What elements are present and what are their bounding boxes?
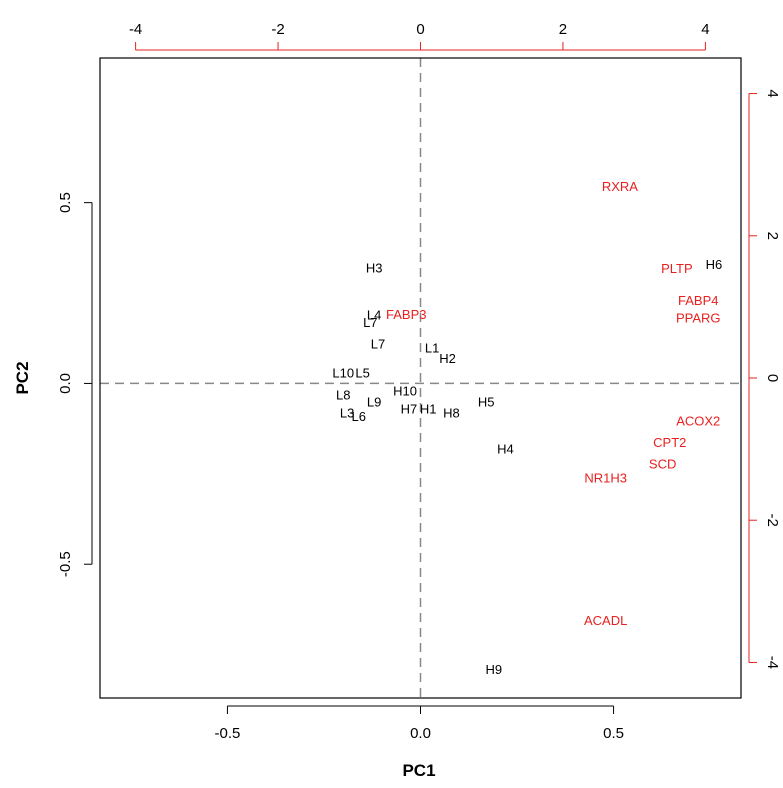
observation-label: L1 [425,340,439,355]
observation-label: L6 [351,409,365,424]
variable-label: PLTP [661,261,693,276]
variable-label: SCD [649,456,676,471]
top-axis-tick-label: 2 [559,21,567,38]
left-axis-tick-label: 0.0 [57,373,74,394]
y-axis-title: PC2 [13,361,32,394]
observation-label: L7 [363,315,377,330]
variable-label: ACADL [584,613,627,628]
variable-label: NR1H3 [584,471,627,486]
right-axis-tick-label: 2 [764,232,781,240]
observation-label: H9 [486,662,503,677]
top-axis-tick-label: -2 [271,21,284,38]
left-axis-tick-label: 0.5 [57,192,74,213]
variable-label: PPARG [676,311,721,326]
x-axis-title: PC1 [402,761,435,780]
top-axis-tick-label: 4 [701,21,709,38]
observation-label: H4 [497,442,514,457]
bottom-axis-tick-label: 0.5 [603,725,624,742]
observation-label: L9 [367,395,381,410]
observation-label: L5 [355,366,369,381]
top-axis-tick-label: 0 [416,21,424,38]
observation-label: L10 [332,366,354,381]
variable-label: RXRA [602,179,638,194]
bottom-axis-tick-label: -0.5 [214,725,240,742]
observation-label: H2 [439,351,456,366]
plot-frame [99,57,742,699]
top-axis-tick-label: -4 [129,21,142,38]
observation-label: H10 [393,384,417,399]
observation-label: H3 [366,261,383,276]
observation-label: L7 [371,337,385,352]
variable-label: CPT2 [653,435,686,450]
right-axis-tick-label: -4 [764,656,781,669]
right-axis-tick-label: 4 [764,89,781,97]
observation-label: L8 [336,387,350,402]
observation-label: L3 [340,405,354,420]
observation-label: H8 [443,405,460,420]
right-axis-tick-label: -2 [764,514,781,527]
observation-label: H5 [478,395,495,410]
observation-label: H1 [420,402,437,417]
left-axis-tick-label: -0.5 [57,551,74,577]
variable-label: FABP3 [386,307,426,322]
variable-label: ACOX2 [676,414,720,429]
bottom-axis-tick-label: 0.0 [410,725,431,742]
right-axis-tick-label: 0 [764,374,781,382]
variable-label: FABP4 [678,293,718,308]
observation-label: L4 [367,308,381,323]
observation-label: H6 [706,257,723,272]
observation-label: H7 [401,402,418,417]
